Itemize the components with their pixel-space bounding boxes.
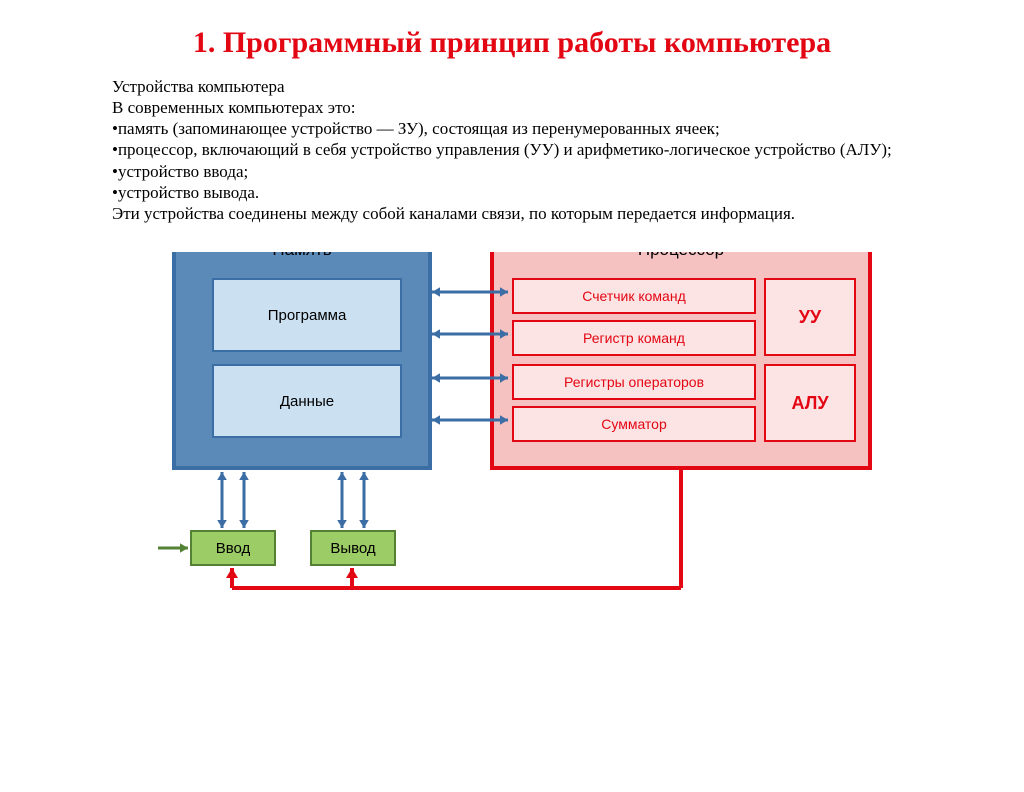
clip-overlay bbox=[152, 232, 872, 252]
text-bullet: •устройство вывода. bbox=[70, 182, 954, 203]
text-bullet: •память (запоминающее устройство — ЗУ), … bbox=[70, 118, 954, 139]
page-title: 1. Программный принцип работы компьютера bbox=[60, 24, 964, 62]
connection-wires bbox=[152, 232, 872, 612]
bullet-text: устройство вывода. bbox=[118, 183, 259, 202]
text-line: Устройства компьютера bbox=[70, 76, 954, 97]
bullet-text: память (запоминающее устройство — ЗУ), с… bbox=[118, 119, 720, 138]
text-bullet: •устройство ввода; bbox=[70, 161, 954, 182]
text-line: В современных компьютерах это: bbox=[70, 97, 954, 118]
architecture-diagram: ПамятьПрограммаДанныеПроцессорСчетчик ко… bbox=[152, 232, 872, 612]
intro-text: Устройства компьютера В современных комп… bbox=[70, 76, 954, 225]
bullet-text: устройство ввода; bbox=[118, 162, 248, 181]
text-line: Эти устройства соединены между собой кан… bbox=[70, 203, 954, 224]
bullet-text: процессор, включающий в себя устройство … bbox=[118, 140, 892, 159]
text-bullet: •процессор, включающий в себя устройство… bbox=[70, 139, 954, 160]
